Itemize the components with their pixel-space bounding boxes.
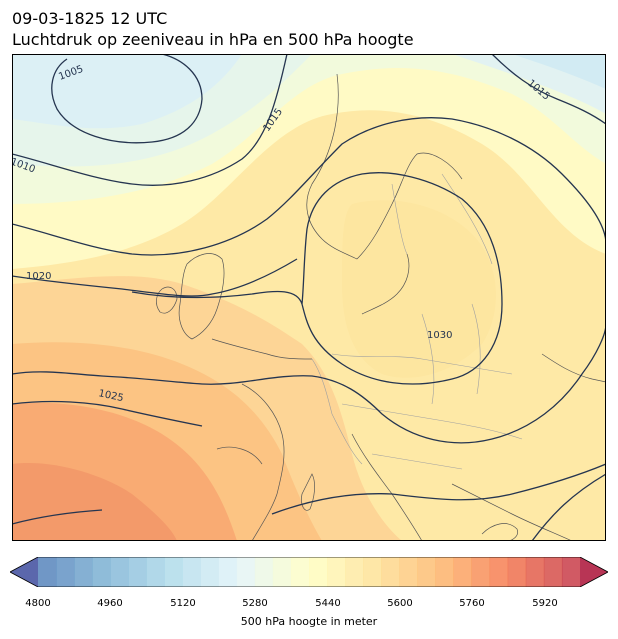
colorbar-extend-low: [10, 557, 38, 587]
colorbar-segment: [363, 557, 382, 587]
title-date: 09-03-1825 12 UTC: [12, 9, 168, 28]
colorbar-segment: [38, 557, 57, 587]
colorbar-segment: [471, 557, 491, 587]
coastlines: [156, 73, 606, 541]
colorbar-segment: [200, 557, 220, 587]
colorbar-segment: [345, 557, 364, 587]
colorbar-segment: [218, 557, 238, 587]
colorbar-segment: [74, 557, 93, 587]
colorbar-segment: [128, 557, 147, 587]
colorbar-segments: [38, 557, 581, 587]
colorbar-segment: [272, 557, 292, 587]
colorbar-segment: [381, 557, 400, 587]
colorbar-tick-5280: 5280: [242, 598, 268, 609]
map-frame: [12, 54, 606, 541]
isobar-label-1025: 1025: [97, 388, 124, 404]
colorbar-segment: [254, 557, 274, 587]
colorbar-segment: [56, 557, 75, 587]
country-borders: [311, 173, 523, 470]
colorbar-segment: [146, 557, 165, 587]
colorbar-segment: [290, 557, 310, 587]
colorbar-tick-5760: 5760: [459, 598, 485, 609]
colorbar: [10, 557, 608, 587]
colorbar-segment: [399, 557, 418, 587]
weather-map: 1005 1010 1015 1015 1020 1025 1030: [12, 54, 606, 541]
colorbar-segment: [309, 557, 328, 587]
colorbar-segment: [182, 557, 201, 587]
colorbar-segment: [236, 557, 256, 587]
colorbar-segment: [110, 557, 129, 587]
colorbar-tick-5120: 5120: [170, 598, 196, 609]
colorbar-segment: [507, 557, 527, 587]
colorbar-tick-4960: 4960: [97, 598, 123, 609]
colorbar-tick-5440: 5440: [315, 598, 341, 609]
isobar-label-1030: 1030: [427, 330, 452, 341]
colorbar-tick-5920: 5920: [532, 598, 558, 609]
colorbar-label: 500 hPa hoogte in meter: [240, 615, 378, 628]
colorbar-segment: [92, 557, 111, 587]
colorbar-segment: [453, 557, 472, 587]
colorbar-tick-4800: 4800: [25, 598, 51, 609]
colorbar-segment: [327, 557, 346, 587]
title-description: Luchtdruk op zeeniveau in hPa en 500 hPa…: [12, 30, 414, 49]
colorbar-tick-5600: 5600: [387, 598, 413, 609]
colorbar-extend-high: [580, 557, 608, 587]
colorbar-segment: [164, 557, 183, 587]
height-field: [12, 54, 606, 541]
colorbar-segment: [543, 557, 563, 587]
colorbar-segment: [561, 557, 581, 587]
colorbar-segment: [435, 557, 454, 587]
isobars: [12, 54, 606, 541]
isobar-label-1020: 1020: [26, 271, 51, 282]
colorbar-segment: [417, 557, 436, 587]
colorbar-segment: [489, 557, 509, 587]
colorbar-segment: [525, 557, 545, 587]
